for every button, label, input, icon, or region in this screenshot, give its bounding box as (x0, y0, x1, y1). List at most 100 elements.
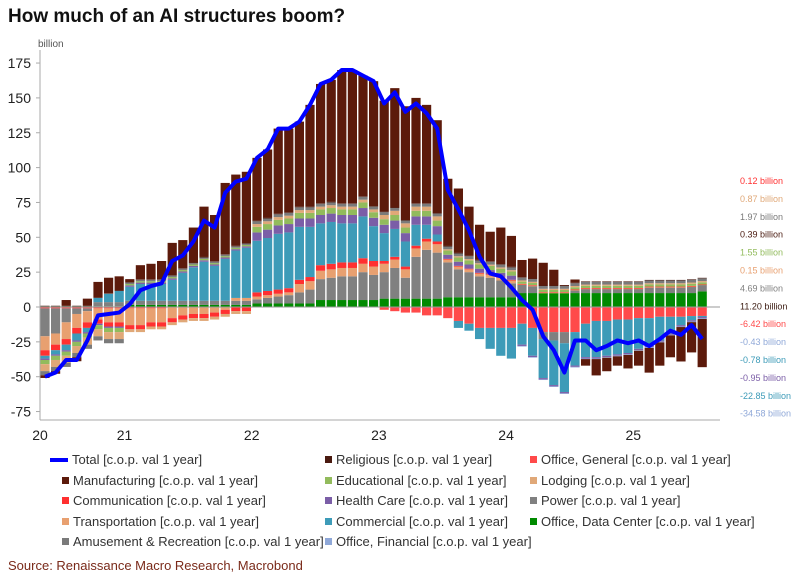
bar-segment (284, 218, 294, 225)
bar-segment (337, 203, 347, 204)
bar-segment (496, 264, 506, 265)
bar-segment (634, 288, 644, 294)
legend-swatch (50, 457, 68, 462)
y-tick-label: 150 (8, 90, 32, 106)
bar-segment (178, 300, 188, 305)
bar-segment (146, 279, 156, 280)
bar-segment (549, 292, 559, 294)
bar-segment (231, 250, 241, 298)
bar-segment (379, 214, 389, 220)
bar-segment (51, 366, 61, 372)
bar-segment (453, 307, 463, 321)
bar-segment (422, 298, 432, 307)
bar-segment (485, 327, 495, 349)
bar-segment (422, 203, 432, 207)
bar-segment (337, 300, 347, 307)
bar-segment (82, 311, 92, 323)
bar-segment (390, 208, 400, 211)
last-value-label: 0.87 billion (740, 194, 783, 204)
bar-segment (305, 210, 315, 213)
bar-segment (347, 206, 357, 210)
bar-segment (125, 282, 135, 283)
bar-segment (602, 293, 612, 307)
bar-segment (252, 157, 262, 221)
bar-segment (146, 281, 156, 283)
bar-segment (581, 288, 591, 294)
bar-segment (104, 293, 114, 294)
bar-segment (263, 218, 273, 222)
bar-segment (72, 327, 82, 334)
legend-label: Communication [c.o.p. val 1 year] (73, 493, 266, 508)
bar-segment (263, 224, 273, 230)
bar-segment (432, 307, 442, 316)
bar-segment (676, 287, 686, 288)
bar-segment (665, 279, 675, 281)
bar-segment (443, 249, 453, 251)
bar-segment (602, 355, 612, 358)
bar-segment (40, 307, 50, 309)
bar-segment (390, 88, 400, 208)
bar-segment (411, 248, 421, 257)
bar-segment (591, 284, 601, 286)
bar-segment (252, 303, 262, 307)
bar-segment (347, 223, 357, 263)
bar-segment (665, 316, 675, 334)
bar-segment (316, 265, 326, 271)
bar-segment (517, 284, 527, 294)
bar-segment (72, 307, 82, 309)
bar-segment (506, 266, 516, 268)
bar-segment (252, 220, 262, 222)
bar-segment (188, 262, 198, 264)
bar-segment (591, 285, 601, 288)
bar-segment (559, 332, 569, 344)
bar-segment (157, 308, 167, 323)
bar-segment (453, 266, 463, 270)
bar-segment (40, 355, 50, 359)
bar-segment (644, 283, 654, 285)
bar-segment (337, 276, 347, 301)
bar-segment (369, 226, 379, 261)
bar-segment (305, 303, 315, 307)
bar-segment (475, 273, 485, 277)
bar-segment (379, 272, 389, 299)
bar-segment (655, 293, 665, 307)
bar-segment (517, 280, 527, 282)
bar-segment (400, 277, 410, 299)
bar-segment (400, 223, 410, 228)
bar-segment (51, 305, 61, 307)
bar-segment (432, 213, 442, 217)
last-value-label: -0.95 billion (740, 373, 786, 383)
bar-segment (305, 104, 315, 207)
bar-segment (220, 256, 230, 258)
legend-item: Educational [c.o.p. val 1 year] (325, 473, 507, 488)
bar-segment (697, 282, 707, 285)
bar-segment (146, 279, 156, 282)
bar-segment (559, 307, 569, 333)
bar-segment (178, 319, 188, 323)
bar-segment (72, 341, 82, 347)
bar-segment (220, 257, 230, 259)
bar-segment (496, 327, 506, 356)
bar-segment (517, 323, 527, 345)
bar-segment (146, 283, 156, 301)
bar-segment (167, 275, 177, 276)
bar-segment (400, 220, 410, 224)
bar-segment (273, 128, 283, 214)
bar-segment (623, 288, 633, 290)
bar-segment (358, 272, 368, 301)
bar-segment (655, 283, 665, 285)
bar-segment (453, 188, 463, 253)
bar-segment (125, 283, 135, 286)
bar-segment (549, 269, 559, 286)
bar-segment (612, 355, 622, 357)
bar-segment (655, 286, 665, 288)
x-tick-label: 24 (498, 427, 514, 443)
bar-segment (485, 261, 495, 262)
bar-segment (241, 247, 251, 298)
bar-segment (422, 203, 432, 204)
bar-segment (326, 201, 336, 203)
legend-label: Manufacturing [c.o.p. val 1 year] (73, 472, 258, 488)
y-tick-label: -25 (11, 334, 31, 350)
bar-segment (506, 235, 516, 267)
legend-item: Communication [c.o.p. val 1 year] (50, 493, 266, 508)
